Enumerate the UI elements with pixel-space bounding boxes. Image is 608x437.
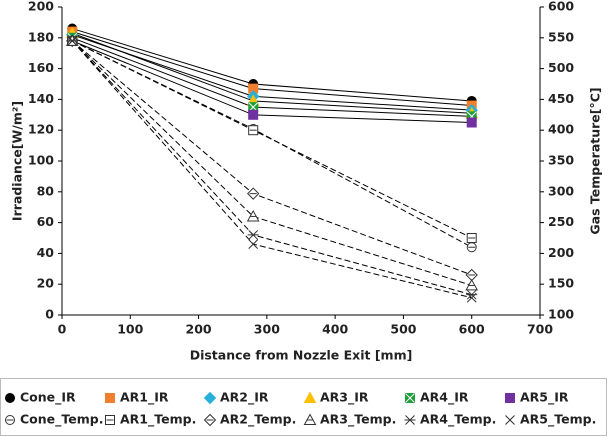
legend-item: Cone_Temp. <box>5 412 103 428</box>
legend-label: AR3_IR <box>320 390 369 406</box>
x-tick-label: 600 <box>459 322 485 337</box>
data-point <box>248 109 259 120</box>
data-point <box>246 209 260 222</box>
x-tick-label: 100 <box>117 322 143 337</box>
y-tick-label: 160 <box>28 60 54 75</box>
marker-shape <box>505 415 515 425</box>
legend-label: Cone_Temp. <box>20 412 103 428</box>
y2-axis-label: Gas Temperature[°C] <box>588 87 603 234</box>
marker-shape <box>248 109 259 120</box>
y2-tick-label: 350 <box>548 153 574 168</box>
data-point <box>466 233 477 243</box>
y-tick-label: 40 <box>37 245 55 260</box>
y2-tick-label: 450 <box>548 91 574 106</box>
series-line <box>72 40 472 248</box>
y2-tick-label: 150 <box>548 276 574 291</box>
marker-shape <box>405 393 415 403</box>
marker-shape <box>466 292 477 303</box>
marker-shape <box>248 239 259 250</box>
marker-shape <box>105 393 115 403</box>
marker-shape <box>466 117 477 128</box>
y-tick-label: 100 <box>28 153 54 168</box>
data-point <box>465 268 478 282</box>
y-tick-label: 180 <box>28 29 54 44</box>
data-point <box>466 242 477 253</box>
y2-tick-label: 300 <box>548 183 574 198</box>
legend-label: AR3_Temp. <box>320 412 396 428</box>
legend-item: AR5_Temp. <box>505 412 596 428</box>
series-line <box>72 37 472 117</box>
data-point <box>247 230 259 240</box>
marker-shape <box>404 415 416 425</box>
legend-item: AR2_Temp. <box>203 412 296 428</box>
series-line <box>72 40 472 239</box>
y2-tick-label: 200 <box>548 245 574 260</box>
x-tick-label: 300 <box>254 322 280 337</box>
legend-label: AR4_Temp. <box>420 412 496 428</box>
legend-label: AR4_IR <box>420 390 469 406</box>
legend-label: Cone_IR <box>20 390 76 406</box>
marker-shape <box>247 230 259 240</box>
y-tick-label: 0 <box>45 307 54 322</box>
y2-tick-label: 250 <box>548 214 574 229</box>
legend-box <box>0 378 607 436</box>
legend-item: AR3_IR <box>303 390 369 406</box>
legend-label: AR1_Temp. <box>120 412 196 428</box>
y-tick-label: 20 <box>37 276 55 291</box>
legend-item: AR1_Temp. <box>105 412 196 428</box>
x-tick-label: 500 <box>390 322 416 337</box>
legend-label: AR5_Temp. <box>520 412 596 428</box>
x-tick-label: 0 <box>58 322 67 337</box>
y-tick-label: 80 <box>37 183 55 198</box>
legend-label: AR5_IR <box>520 390 569 406</box>
y2-tick-label: 550 <box>548 29 574 44</box>
x-axis-label: Distance from Nozzle Exit [mm] <box>190 348 413 363</box>
x-tick-label: 700 <box>527 322 553 337</box>
series-line <box>72 31 472 107</box>
marker-shape <box>203 391 217 405</box>
data-point <box>466 292 477 303</box>
legend-item: AR2_IR <box>203 390 269 406</box>
x-tick-label: 400 <box>322 322 348 337</box>
y-tick-label: 60 <box>37 214 55 229</box>
data-point <box>466 117 477 128</box>
x-tick-label: 200 <box>186 322 212 337</box>
legend-item: Cone_IR <box>5 390 76 406</box>
marker-shape <box>505 393 515 403</box>
legend-label: AR1_IR <box>120 390 169 406</box>
data-point <box>248 125 259 136</box>
data-point <box>465 278 479 291</box>
y-tick-label: 200 <box>28 0 54 14</box>
y2-tick-label: 500 <box>548 60 574 75</box>
legend-item: AR4_IR <box>405 390 469 406</box>
data-point <box>246 187 260 200</box>
legend-item: AR4_Temp. <box>404 412 496 428</box>
data-point <box>67 36 78 46</box>
legend-label: AR2_IR <box>220 390 269 406</box>
legend-item: AR1_IR <box>105 390 169 406</box>
y2-tick-label: 400 <box>548 122 574 137</box>
series-line <box>71 40 472 299</box>
series-line <box>71 40 472 296</box>
legend-item: AR3_Temp. <box>303 412 396 428</box>
marker-shape <box>303 391 317 403</box>
y2-tick-label: 600 <box>548 0 574 14</box>
marker-shape <box>67 36 78 46</box>
legend-label: AR2_Temp. <box>220 412 296 428</box>
y-axis-label: Irradiance[W/m²] <box>10 101 25 221</box>
data-point <box>248 239 259 250</box>
y2-tick-label: 100 <box>548 307 574 322</box>
marker-shape <box>5 393 15 403</box>
legend-item: AR5_IR <box>505 390 569 406</box>
y-tick-label: 120 <box>28 122 54 137</box>
y-tick-label: 140 <box>28 91 54 106</box>
